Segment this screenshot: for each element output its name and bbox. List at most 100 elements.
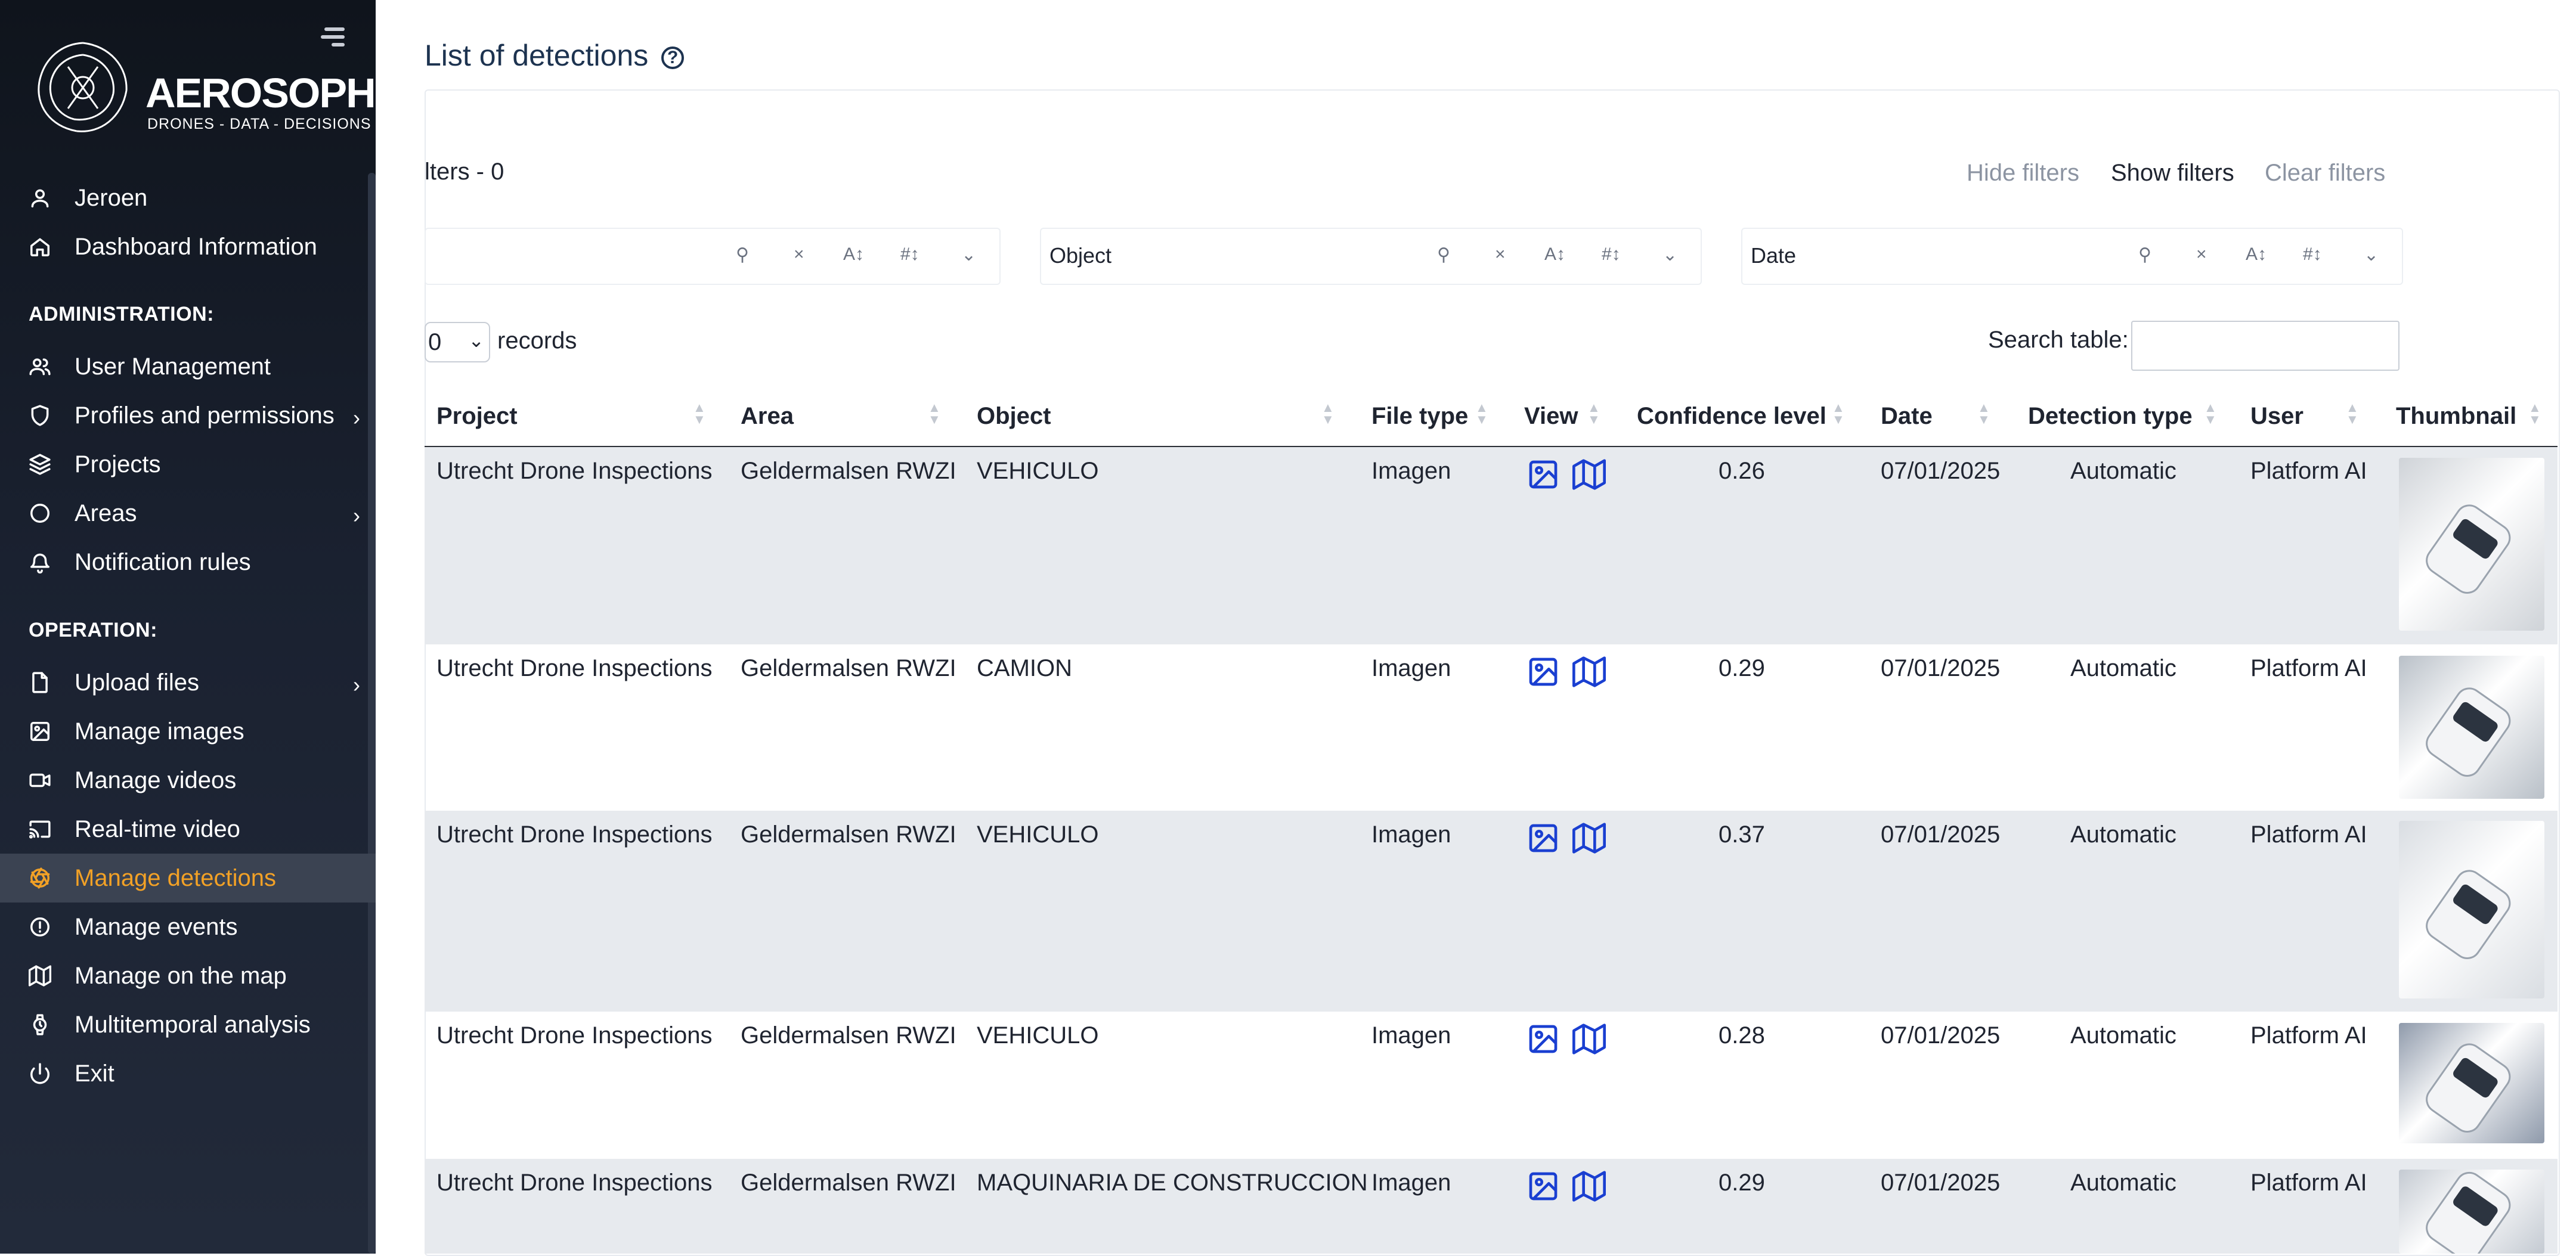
view-map-icon[interactable] bbox=[1571, 821, 1608, 855]
close-icon[interactable]: × bbox=[794, 244, 804, 264]
sort-icon[interactable]: ▲ ▼ bbox=[928, 400, 941, 427]
view-image-icon[interactable] bbox=[1527, 1022, 1560, 1056]
sidebar-item-realtime-video[interactable]: Real-time video bbox=[0, 805, 376, 854]
table-row: Utrecht Drone Inspections Geldermalsen RW… bbox=[425, 1012, 2558, 1159]
sort-icon[interactable]: ▲ ▼ bbox=[2204, 400, 2217, 427]
aperture-icon bbox=[29, 867, 51, 889]
cell-user: Platform AI bbox=[2250, 1022, 2367, 1049]
cell-object: VEHICULO bbox=[977, 458, 1099, 484]
thumbnail-image[interactable] bbox=[2399, 1170, 2544, 1254]
logo-icon bbox=[38, 42, 128, 132]
sidebar-item-projects[interactable]: Projects bbox=[0, 440, 376, 489]
sidebar-item-user-management[interactable]: User Management bbox=[0, 342, 376, 391]
sidebar-item-manage-events[interactable]: Manage events bbox=[0, 903, 376, 951]
column-header-thumbnail[interactable]: Thumbnail bbox=[2396, 403, 2517, 429]
cell-date: 07/01/2025 bbox=[1881, 655, 2001, 681]
close-icon[interactable]: × bbox=[2196, 244, 2207, 264]
user-icon bbox=[29, 187, 51, 209]
sidebar-item-user[interactable]: Jeroen bbox=[0, 173, 376, 222]
cell-date: 07/01/2025 bbox=[1881, 1022, 2001, 1049]
text-sort-icon[interactable]: A↕ bbox=[843, 244, 865, 264]
sort-icon[interactable]: ▲ ▼ bbox=[1587, 400, 1600, 427]
sidebar-item-manage-videos[interactable]: Manage videos bbox=[0, 756, 376, 805]
cell-project: Utrecht Drone Inspections bbox=[436, 1170, 713, 1196]
clear-filters-button[interactable]: Clear filters bbox=[2265, 160, 2386, 186]
cell-user: Platform AI bbox=[2250, 1170, 2367, 1196]
cell-detection-type: Automatic bbox=[2070, 821, 2176, 848]
thumbnail-image[interactable] bbox=[2399, 1023, 2544, 1143]
sidebar-item-profiles[interactable]: Profiles and permissions › bbox=[0, 391, 376, 440]
sidebar-item-areas[interactable]: Areas › bbox=[0, 489, 376, 538]
filter-placeholder: Date bbox=[1751, 243, 1797, 268]
search-icon[interactable]: ⚲ bbox=[736, 245, 749, 265]
sort-icon[interactable]: ▲ ▼ bbox=[693, 400, 706, 427]
view-image-icon[interactable] bbox=[1527, 821, 1560, 855]
column-header-object[interactable]: Object bbox=[977, 403, 1051, 429]
menu-toggle-icon[interactable] bbox=[321, 27, 345, 48]
thumbnail-image[interactable] bbox=[2399, 656, 2544, 799]
view-map-icon[interactable] bbox=[1571, 655, 1608, 689]
cell-file-type: Imagen bbox=[1371, 1022, 1451, 1049]
filter-field-object[interactable]: Object ⚲ × A↕ #↕ ⌄ bbox=[1040, 228, 1702, 285]
records-length-select[interactable]: 0 ⌄ bbox=[425, 322, 490, 362]
chevron-down-icon[interactable]: ⌄ bbox=[2364, 245, 2379, 265]
hide-filters-button[interactable]: Hide filters bbox=[1967, 160, 2079, 186]
filters-count: lters - 0 bbox=[425, 159, 504, 185]
view-image-icon[interactable] bbox=[1527, 655, 1560, 689]
show-filters-button[interactable]: Show filters bbox=[2111, 160, 2234, 186]
circle-icon bbox=[29, 502, 51, 525]
view-image-icon[interactable] bbox=[1527, 458, 1560, 491]
thumbnail-image[interactable] bbox=[2399, 458, 2544, 631]
sidebar-item-notification-rules[interactable]: Notification rules bbox=[0, 538, 376, 587]
cell-detection-type: Automatic bbox=[2070, 655, 2176, 681]
cell-date: 07/01/2025 bbox=[1881, 458, 2001, 484]
sort-icon[interactable]: ▲ ▼ bbox=[1977, 400, 1990, 427]
number-sort-icon[interactable]: #↕ bbox=[900, 244, 919, 264]
chevron-down-icon[interactable]: ⌄ bbox=[961, 245, 977, 265]
cell-date: 07/01/2025 bbox=[1881, 821, 2001, 848]
sidebar-item-manage-map[interactable]: Manage on the map bbox=[0, 951, 376, 1000]
column-header-file-type[interactable]: File type bbox=[1371, 403, 1469, 429]
records-length-value: 0 bbox=[428, 329, 442, 355]
close-icon[interactable]: × bbox=[1495, 244, 1506, 264]
view-map-icon[interactable] bbox=[1571, 1022, 1608, 1056]
sort-icon[interactable]: ▲ ▼ bbox=[1321, 400, 1335, 427]
thumbnail-image[interactable] bbox=[2399, 821, 2544, 998]
filter-field-date[interactable]: Date ⚲ × A↕ #↕ ⌄ bbox=[1741, 228, 2403, 285]
sidebar-item-dashboard[interactable]: Dashboard Information bbox=[0, 222, 376, 271]
sidebar-item-upload-files[interactable]: Upload files › bbox=[0, 658, 376, 707]
sidebar-item-label: Areas bbox=[75, 500, 137, 526]
chevron-down-icon[interactable]: ⌄ bbox=[1662, 245, 1678, 265]
column-header-project[interactable]: Project bbox=[436, 403, 518, 429]
view-image-icon[interactable] bbox=[1527, 1170, 1560, 1203]
sidebar-item-label: Manage videos bbox=[75, 767, 237, 793]
search-input[interactable] bbox=[2131, 321, 2399, 371]
sidebar-item-label: Jeroen bbox=[75, 185, 148, 211]
view-map-icon[interactable] bbox=[1571, 1170, 1608, 1203]
sidebar-item-manage-images[interactable]: Manage images bbox=[0, 707, 376, 756]
number-sort-icon[interactable]: #↕ bbox=[2303, 244, 2322, 264]
column-header-area[interactable]: Area bbox=[741, 403, 794, 429]
view-map-icon[interactable] bbox=[1571, 458, 1608, 491]
column-header-detection-type[interactable]: Detection type bbox=[2028, 403, 2193, 429]
cell-file-type: Imagen bbox=[1371, 655, 1451, 681]
sort-icon[interactable]: ▲ ▼ bbox=[2528, 400, 2541, 427]
text-sort-icon[interactable]: A↕ bbox=[2246, 244, 2267, 264]
column-header-user[interactable]: User bbox=[2250, 403, 2303, 429]
search-icon[interactable]: ⚲ bbox=[1437, 245, 1450, 265]
search-icon[interactable]: ⚲ bbox=[2138, 245, 2151, 265]
sidebar-scrollbar[interactable] bbox=[368, 173, 376, 1254]
sort-icon[interactable]: ▲ ▼ bbox=[1475, 400, 1488, 427]
column-header-date[interactable]: Date bbox=[1881, 403, 1933, 429]
sidebar-item-exit[interactable]: Exit bbox=[0, 1049, 376, 1098]
help-icon[interactable]: ? bbox=[661, 46, 685, 69]
sidebar-item-manage-detections[interactable]: Manage detections bbox=[0, 854, 376, 903]
column-header-confidence[interactable]: Confidence level bbox=[1637, 403, 1826, 429]
number-sort-icon[interactable]: #↕ bbox=[1602, 244, 1621, 264]
sidebar-item-multitemporal[interactable]: Multitemporal analysis bbox=[0, 1000, 376, 1049]
filter-field-1[interactable]: ⚲ × A↕ #↕ ⌄ bbox=[425, 228, 1001, 285]
sort-icon[interactable]: ▲ ▼ bbox=[1832, 400, 1845, 427]
sort-icon[interactable]: ▲ ▼ bbox=[2346, 400, 2359, 427]
text-sort-icon[interactable]: A↕ bbox=[1544, 244, 1566, 264]
column-header-view[interactable]: View bbox=[1524, 403, 1578, 429]
